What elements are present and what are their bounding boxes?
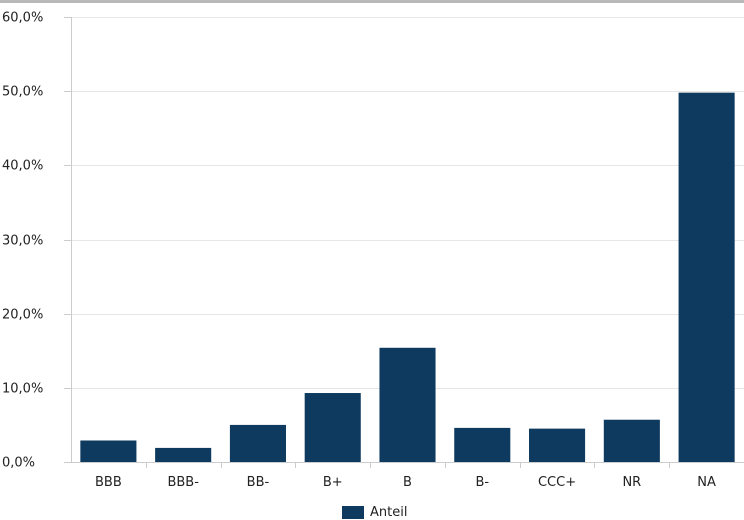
gridlines	[71, 17, 744, 389]
y-tick-label: 60,0%	[2, 11, 43, 26]
y-tick-labels: 0,0% 10,0% 20,0% 30,0% 40,0% 50,0% 60,0%	[2, 11, 43, 471]
axes	[64, 17, 744, 468]
x-tick-label: BBB-	[167, 475, 199, 490]
x-tick-labels: BBB BBB- BB- B+ B B- CCC+ NR NA	[95, 475, 716, 490]
y-tick-label: 10,0%	[2, 382, 43, 397]
bar	[529, 428, 586, 462]
bar	[80, 440, 137, 462]
bar	[229, 424, 286, 462]
y-tick-label: 30,0%	[2, 234, 43, 249]
bar	[155, 447, 212, 462]
bars	[80, 92, 735, 463]
x-tick-label: BB-	[247, 475, 270, 490]
x-tick-label: B+	[323, 475, 343, 490]
legend: Anteil	[342, 504, 407, 520]
y-tick-label: 40,0%	[2, 159, 43, 174]
bar	[678, 92, 735, 463]
x-tick-label: NA	[697, 475, 716, 490]
bar	[454, 427, 511, 462]
bar	[304, 393, 361, 462]
x-tick-label: NR	[622, 475, 641, 490]
x-tick-label: B-	[475, 475, 489, 490]
x-tick-label: B	[403, 475, 412, 490]
y-tick-label: 20,0%	[2, 308, 43, 323]
x-tick-label: CCC+	[538, 475, 576, 490]
legend-label: Anteil	[370, 504, 408, 520]
top-rule	[0, 0, 744, 3]
x-tick-label: BBB	[95, 475, 122, 490]
bar	[379, 347, 436, 462]
y-tick-label: 0,0%	[2, 456, 35, 471]
y-tick-label: 50,0%	[2, 85, 43, 100]
legend-swatch	[342, 505, 364, 519]
bar	[603, 419, 660, 462]
